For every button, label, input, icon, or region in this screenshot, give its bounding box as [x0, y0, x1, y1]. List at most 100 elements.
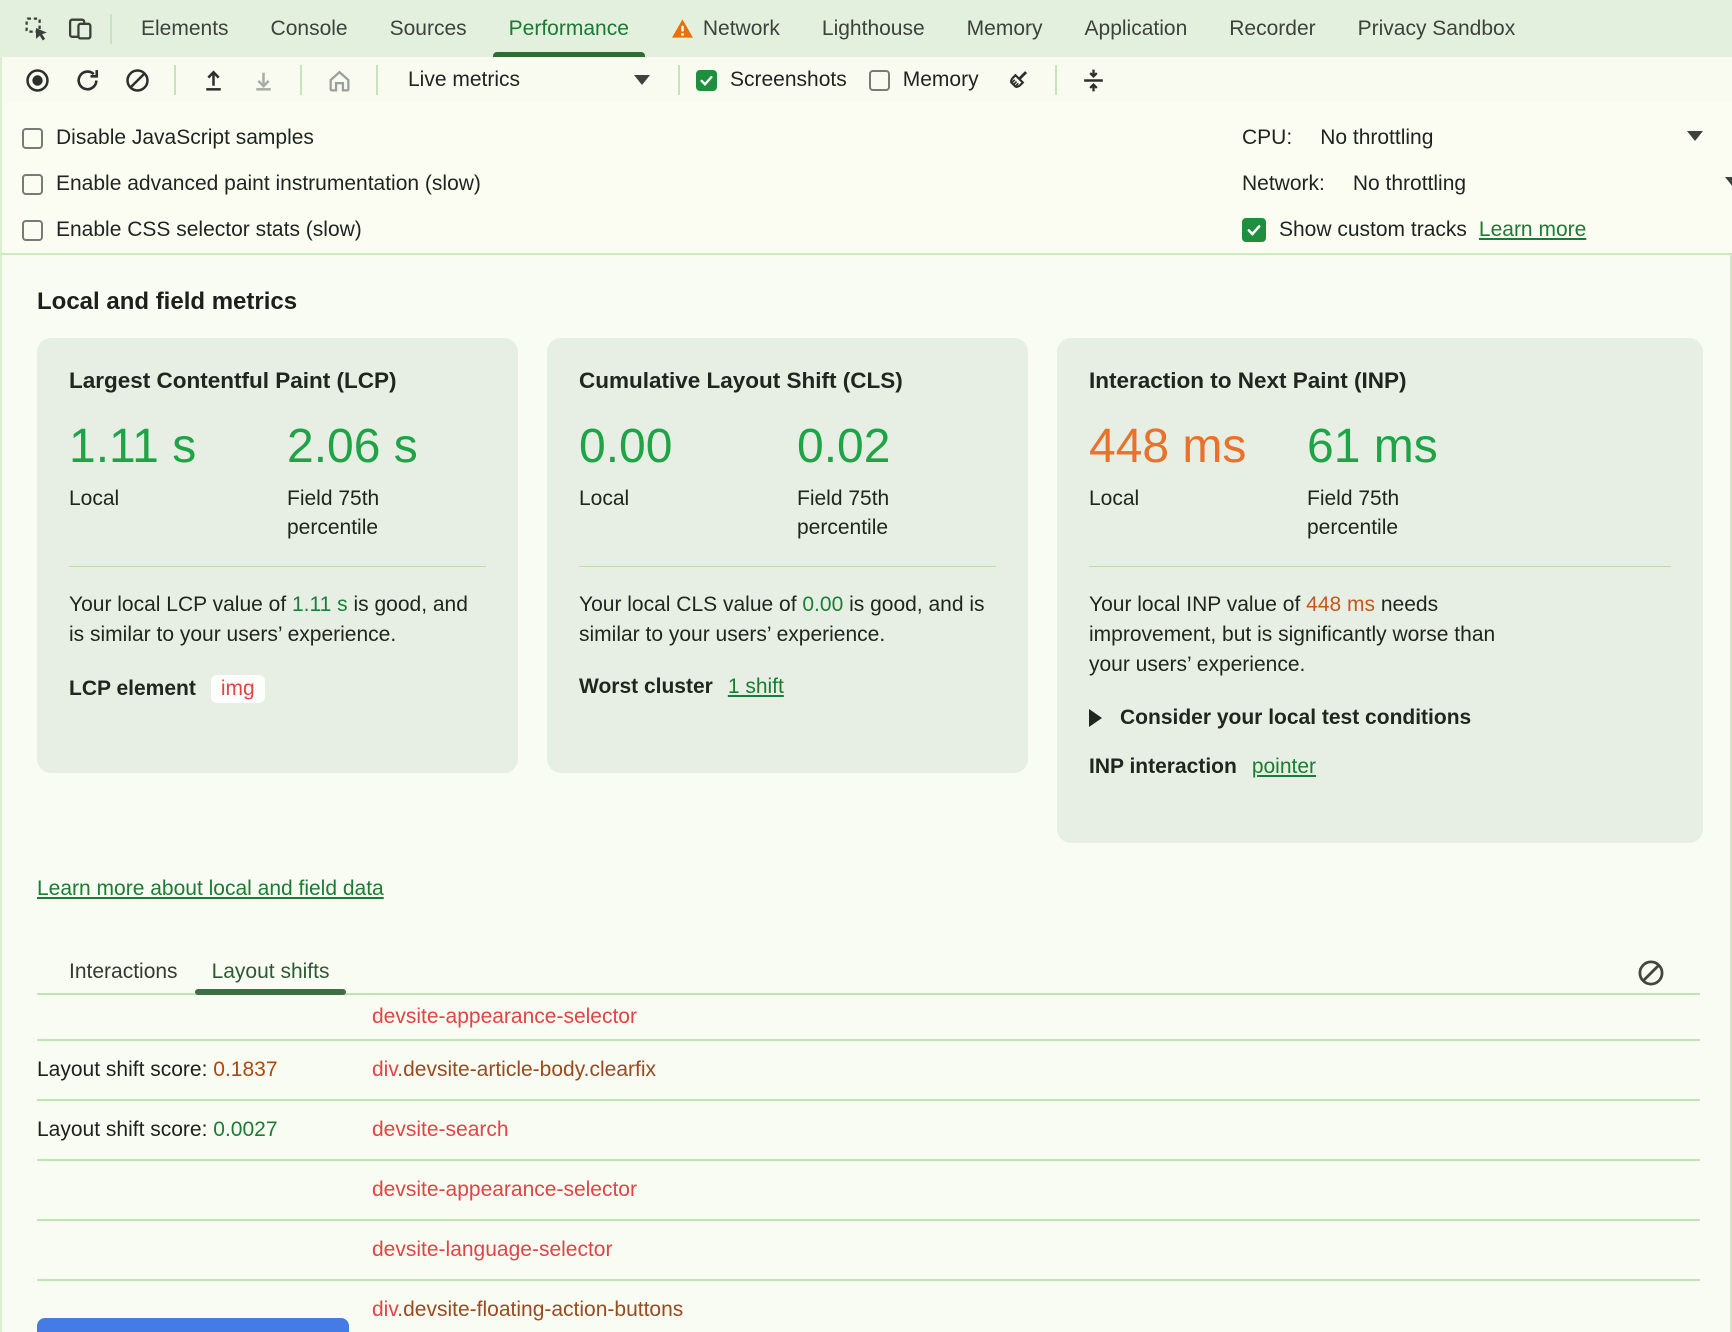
- tab-performance[interactable]: Performance: [488, 0, 650, 57]
- throttling-settings: CPU: No throttling Network: No throttlin…: [1242, 115, 1732, 253]
- screenshots-checkbox[interactable]: Screenshots: [696, 68, 847, 92]
- clear-log-button[interactable]: [1632, 955, 1670, 991]
- shift-element-link[interactable]: devsite-search: [372, 1118, 509, 1142]
- checkbox-unchecked-icon: [22, 174, 43, 195]
- inp-footer: INP interaction pointer: [1089, 755, 1671, 779]
- active-tab-underline: [195, 989, 347, 995]
- lcp-local-value: 1.11 s: [69, 419, 287, 474]
- show-custom-tracks-row: Show custom tracks Learn more: [1242, 207, 1732, 253]
- lcp-card: Largest Contentful Paint (LCP) 1.11 s Lo…: [37, 338, 518, 773]
- shift-element-link[interactable]: devsite-appearance-selector: [372, 1178, 637, 1202]
- inspect-cursor-icon: [23, 15, 50, 42]
- tab-label: Console: [271, 17, 348, 41]
- tab-label: Privacy Sandbox: [1358, 17, 1516, 41]
- network-label: Network:: [1242, 172, 1325, 196]
- tab-memory[interactable]: Memory: [946, 0, 1064, 57]
- tab-label: Recorder: [1229, 17, 1315, 41]
- tab-label: Sources: [390, 17, 467, 41]
- network-throttling-select[interactable]: Network: No throttling: [1242, 161, 1732, 207]
- cutoff-blue-element[interactable]: [37, 1318, 349, 1332]
- tab-label: Performance: [509, 17, 629, 41]
- shift-element-link[interactable]: devsite-language-selector: [372, 1238, 612, 1262]
- cls-description: Your local CLS value of 0.00 is good, an…: [579, 590, 996, 650]
- download-icon: [250, 67, 277, 94]
- cls-local-value: 0.00: [579, 419, 797, 474]
- local-field-data-learn-more-link[interactable]: Learn more about local and field data: [37, 877, 384, 901]
- show-custom-tracks-label: Show custom tracks: [1279, 218, 1467, 242]
- tab-network[interactable]: Network: [650, 0, 801, 57]
- layout-shift-row: devsite-language-selector: [37, 1221, 1700, 1281]
- page-title: Local and field metrics: [37, 288, 1730, 316]
- chevron-down-icon: [634, 75, 650, 85]
- record-and-reload-button[interactable]: [66, 61, 108, 99]
- card-divider: [69, 566, 486, 567]
- shift-rows: devsite-appearance-selector Layout shift…: [37, 995, 1700, 1332]
- tab-elements[interactable]: Elements: [120, 0, 250, 57]
- shift-element-link[interactable]: devsite-appearance-selector: [372, 1005, 637, 1029]
- worst-cluster-link[interactable]: 1 shift: [728, 675, 784, 699]
- toolbar-divider: [678, 65, 680, 95]
- history-dropdown[interactable]: Live metrics: [394, 61, 662, 99]
- cls-local-column: 0.00 Local: [579, 419, 797, 542]
- tab-console[interactable]: Console: [250, 0, 369, 57]
- inp-description: Your local INP value of 448 ms needs imp…: [1089, 590, 1534, 680]
- clear-recording-button[interactable]: [116, 61, 158, 99]
- cpu-throttling-select[interactable]: CPU: No throttling: [1242, 115, 1732, 161]
- worst-cluster-label: Worst cluster: [579, 675, 713, 699]
- lcp-footer: LCP element img: [69, 675, 486, 703]
- shift-element-link[interactable]: div.devsite-article-body.clearfix: [372, 1058, 656, 1082]
- tab-application[interactable]: Application: [1064, 0, 1209, 57]
- tab-recorder[interactable]: Recorder: [1208, 0, 1336, 57]
- warning-icon: [671, 18, 694, 39]
- reload-icon: [74, 67, 101, 94]
- performance-toolbar: Live metrics Screenshots Memory: [0, 57, 1732, 103]
- inp-local-label: Local: [1089, 484, 1229, 513]
- inp-field-value: 61 ms: [1307, 419, 1447, 474]
- lcp-values: 1.11 s Local 2.06 s Field 75th percentil…: [69, 419, 486, 542]
- shift-element-link[interactable]: div.devsite-floating-action-buttons: [372, 1298, 683, 1322]
- tab-label: Memory: [967, 17, 1043, 41]
- checkbox-checked-icon: [696, 70, 717, 91]
- inp-local-column: 448 ms Local: [1089, 419, 1307, 542]
- cls-field-value: 0.02: [797, 419, 937, 474]
- lcp-element-link[interactable]: img: [211, 675, 265, 703]
- inp-values: 448 ms Local 61 ms Field 75th percentile: [1089, 419, 1671, 542]
- cls-local-label: Local: [579, 484, 719, 513]
- inspect-element-button[interactable]: [14, 7, 58, 51]
- tab-lighthouse[interactable]: Lighthouse: [801, 0, 946, 57]
- load-profile-button[interactable]: [192, 61, 234, 99]
- lcp-local-column: 1.11 s Local: [69, 419, 287, 542]
- toolbar-divider: [300, 65, 302, 95]
- local-test-conditions-disclosure[interactable]: Consider your local test conditions: [1089, 706, 1671, 730]
- collect-garbage-button[interactable]: [997, 61, 1039, 99]
- record-button[interactable]: [16, 61, 58, 99]
- devtools-window: Elements Console Sources Performance: [0, 0, 1732, 1332]
- shifts-log-panel: Interactions Layout shifts devsite-appea…: [37, 951, 1700, 1332]
- inp-interaction-link[interactable]: pointer: [1252, 755, 1316, 779]
- lcp-field-label: Field 75th percentile: [287, 484, 427, 542]
- inp-local-value: 448 ms: [1089, 419, 1307, 474]
- tab-layout-shifts[interactable]: Layout shifts: [195, 951, 347, 993]
- lcp-field-column: 2.06 s Field 75th percentile: [287, 419, 427, 542]
- devtools-tab-bar: Elements Console Sources Performance: [0, 0, 1732, 57]
- block-icon: [124, 67, 151, 94]
- tab-interactions[interactable]: Interactions: [52, 951, 195, 993]
- cls-footer: Worst cluster 1 shift: [579, 675, 996, 699]
- home-button[interactable]: [318, 61, 360, 99]
- collapse-settings-button[interactable]: [1073, 61, 1115, 99]
- memory-checkbox[interactable]: Memory: [869, 68, 979, 92]
- garbage-brush-icon: [1004, 66, 1032, 94]
- custom-tracks-learn-more-link[interactable]: Learn more: [1479, 218, 1586, 242]
- card-divider: [579, 566, 996, 567]
- show-custom-tracks-checkbox[interactable]: Show custom tracks: [1242, 207, 1467, 253]
- device-toolbar-button[interactable]: [58, 7, 102, 51]
- memory-label: Memory: [903, 68, 979, 92]
- lcp-local-label: Local: [69, 484, 209, 513]
- checkbox-unchecked-icon: [869, 70, 890, 91]
- shift-score-cell: Layout shift score: 0.0027: [37, 1118, 372, 1142]
- tab-sources[interactable]: Sources: [369, 0, 488, 57]
- inp-card: Interaction to Next Paint (INP) 448 ms L…: [1057, 338, 1703, 843]
- save-profile-button[interactable]: [242, 61, 284, 99]
- block-icon: [1636, 958, 1666, 988]
- tab-privacy-sandbox[interactable]: Privacy Sandbox: [1337, 0, 1537, 57]
